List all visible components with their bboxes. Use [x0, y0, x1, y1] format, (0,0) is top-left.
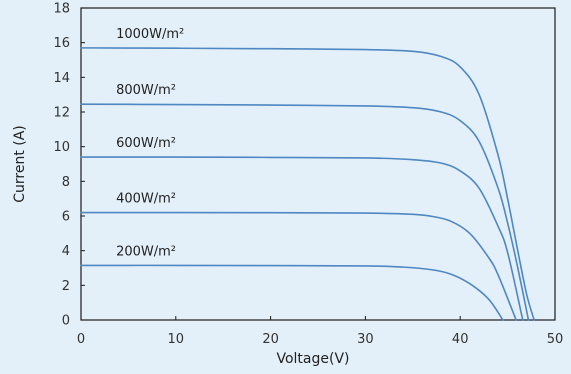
- x-tick-label: 40: [452, 332, 469, 347]
- y-tick-label: 12: [53, 106, 70, 121]
- y-tick-label: 2: [62, 279, 70, 294]
- y-tick-label: 0: [62, 314, 70, 329]
- x-tick-label: 30: [357, 332, 374, 347]
- series-label: 800W/m²: [116, 83, 176, 98]
- curve-600w-m: [81, 157, 523, 320]
- y-tick-label: 6: [62, 210, 70, 225]
- y-tick-label: 14: [53, 71, 70, 86]
- y-tick-label: 16: [53, 36, 70, 51]
- series-label: 200W/m²: [116, 244, 176, 259]
- curve-200w-m: [81, 265, 503, 320]
- x-tick-label: 20: [262, 332, 279, 347]
- x-axis-title: Voltage(V): [276, 351, 349, 367]
- y-tick-label: 18: [53, 2, 70, 17]
- plot-frame: [81, 8, 555, 320]
- x-tick-label: 0: [77, 332, 85, 347]
- y-tick-label: 10: [53, 140, 70, 155]
- series-label: 1000W/m²: [116, 27, 184, 42]
- labels-layer: 1000W/m² 800W/m² 600W/m² 400W/m² 200W/m²: [116, 27, 184, 260]
- series-label: 600W/m²: [116, 136, 176, 151]
- y-axis-title: Current (A): [12, 125, 28, 203]
- axes-layer: 0 2 4 6 8 10 12 14 16 18 0 10 20 30 40 50 Voltage(V) Curr…: [12, 2, 563, 368]
- series-label: 400W/m²: [116, 192, 176, 207]
- y-tick-label: 8: [62, 175, 70, 190]
- x-tick-label: 10: [168, 332, 185, 347]
- y-tick-label: 4: [62, 244, 70, 259]
- x-tick-label: 50: [547, 332, 564, 347]
